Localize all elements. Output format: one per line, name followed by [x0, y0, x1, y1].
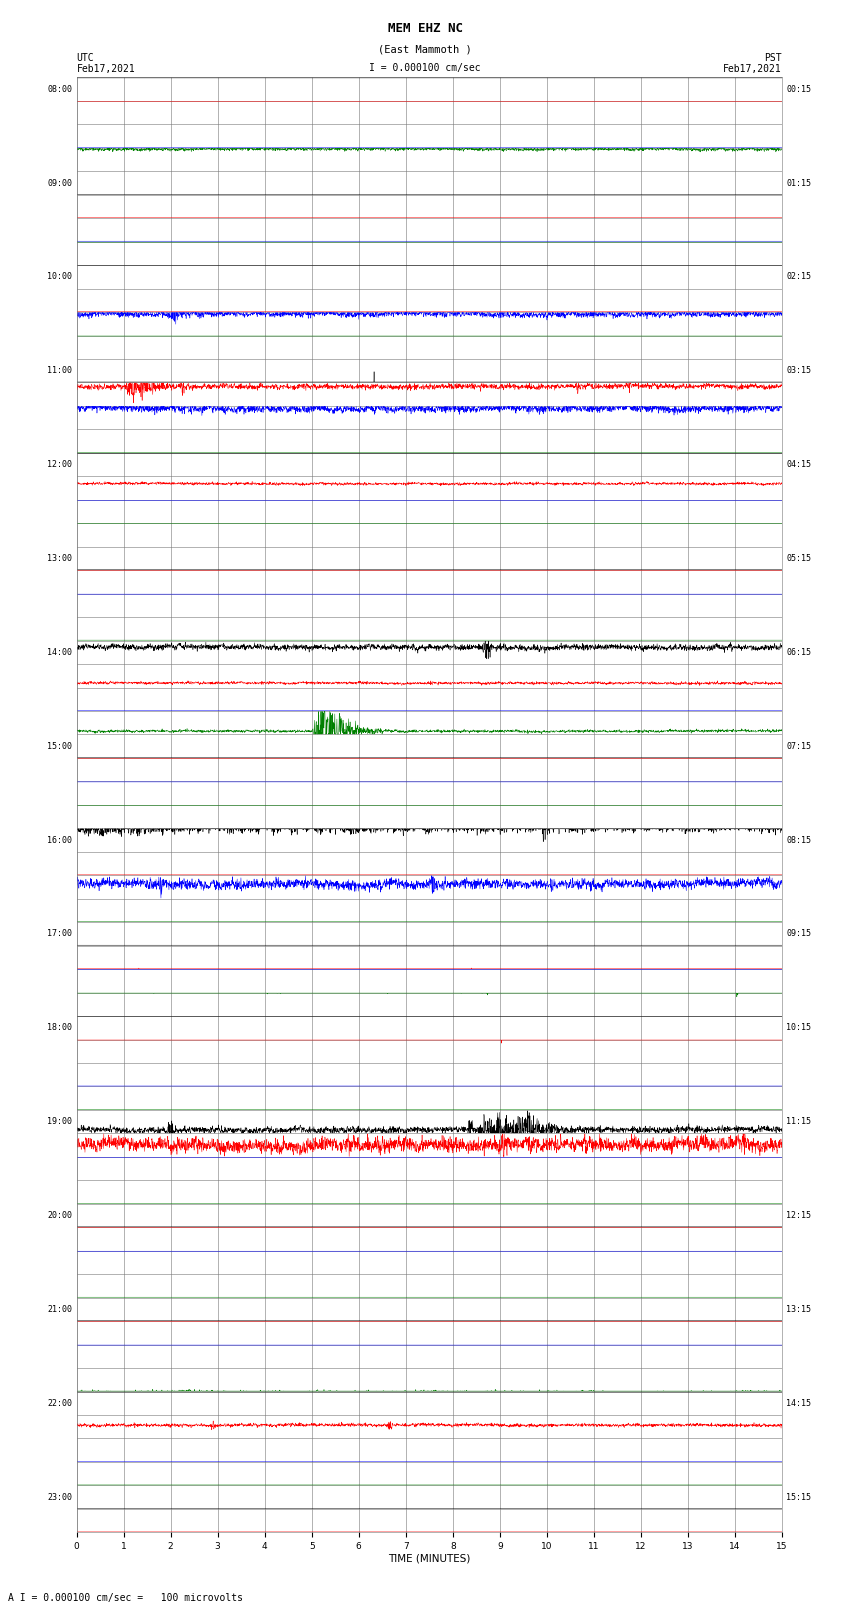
Text: 23:00: 23:00 [48, 1492, 72, 1502]
Text: 12:15: 12:15 [786, 1211, 811, 1219]
Text: 15:00: 15:00 [48, 742, 72, 750]
Text: 08:00: 08:00 [48, 84, 72, 94]
Text: 17:00: 17:00 [48, 929, 72, 939]
Text: A I = 0.000100 cm/sec =   100 microvolts: A I = 0.000100 cm/sec = 100 microvolts [8, 1594, 243, 1603]
Text: MEM EHZ NC: MEM EHZ NC [388, 23, 462, 35]
Text: 13:15: 13:15 [786, 1305, 811, 1315]
Text: I = 0.000100 cm/sec: I = 0.000100 cm/sec [369, 63, 481, 73]
Text: 18:00: 18:00 [48, 1023, 72, 1032]
Text: 16:00: 16:00 [48, 836, 72, 845]
Text: 06:15: 06:15 [786, 648, 811, 656]
Text: 03:15: 03:15 [786, 366, 811, 376]
X-axis label: TIME (MINUTES): TIME (MINUTES) [388, 1553, 470, 1565]
Text: PST
Feb17,2021: PST Feb17,2021 [723, 53, 782, 74]
Text: 14:00: 14:00 [48, 648, 72, 656]
Text: (East Mammoth ): (East Mammoth ) [378, 45, 472, 55]
Text: 22:00: 22:00 [48, 1398, 72, 1408]
Text: 12:00: 12:00 [48, 460, 72, 469]
Text: 11:00: 11:00 [48, 366, 72, 376]
Text: 07:15: 07:15 [786, 742, 811, 750]
Text: 21:00: 21:00 [48, 1305, 72, 1315]
Text: 08:15: 08:15 [786, 836, 811, 845]
Text: UTC
Feb17,2021: UTC Feb17,2021 [76, 53, 135, 74]
Text: 02:15: 02:15 [786, 273, 811, 281]
Text: 09:00: 09:00 [48, 179, 72, 187]
Text: 04:15: 04:15 [786, 460, 811, 469]
Text: 10:00: 10:00 [48, 273, 72, 281]
Text: 01:15: 01:15 [786, 179, 811, 187]
Text: 19:00: 19:00 [48, 1118, 72, 1126]
Text: 10:15: 10:15 [786, 1023, 811, 1032]
Text: 13:00: 13:00 [48, 553, 72, 563]
Text: 14:15: 14:15 [786, 1398, 811, 1408]
Text: 15:15: 15:15 [786, 1492, 811, 1502]
Text: 11:15: 11:15 [786, 1118, 811, 1126]
Text: 20:00: 20:00 [48, 1211, 72, 1219]
Text: 00:15: 00:15 [786, 84, 811, 94]
Text: 05:15: 05:15 [786, 553, 811, 563]
Text: 09:15: 09:15 [786, 929, 811, 939]
